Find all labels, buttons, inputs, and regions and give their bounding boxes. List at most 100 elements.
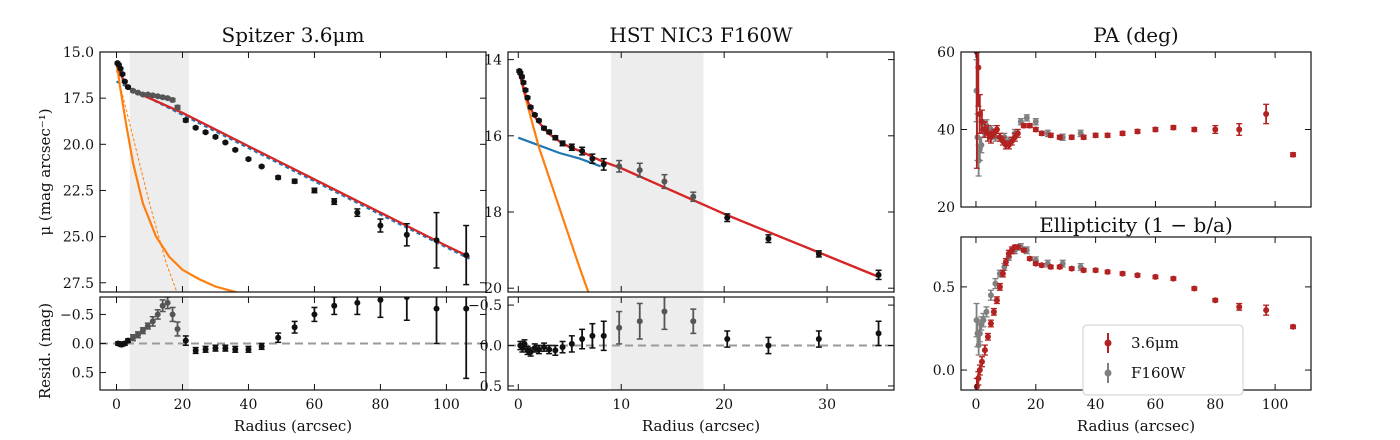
panel-plot-area (100, 297, 486, 390)
model-line-bulge_alt (116, 70, 178, 292)
data-point-3.6μm (1191, 126, 1198, 133)
data-point (222, 139, 229, 146)
data-point (275, 174, 282, 181)
data-point (568, 144, 575, 151)
data-point (331, 302, 338, 309)
data-point (724, 336, 731, 343)
panel-plot-area (516, 52, 882, 292)
data-point-F160W (976, 330, 983, 337)
data-point (661, 178, 668, 185)
y-tick-label: 20 (937, 200, 955, 216)
data-point-3.6μm (990, 308, 997, 315)
data-point-3.6μm (1134, 128, 1141, 135)
panel-plot-area (973, 243, 1297, 390)
data-point (522, 87, 529, 94)
y-tick-label: 20.0 (63, 137, 94, 153)
data-point (690, 193, 697, 200)
data-point (149, 318, 156, 325)
data-point (541, 125, 548, 132)
data-point (245, 346, 252, 353)
y-tick-label: 0.0 (933, 363, 955, 379)
data-point (377, 222, 384, 229)
data-point (202, 129, 209, 136)
data-point-3.6μm (1212, 297, 1219, 304)
legend-label-f160w: F160W (1131, 364, 1186, 382)
data-point-3.6μm (1047, 263, 1054, 270)
data-point-3.6μm (984, 333, 991, 340)
data-point (765, 342, 772, 349)
data-point (531, 111, 538, 118)
x-tick-label: 60 (306, 397, 324, 413)
data-point (121, 78, 128, 85)
data-point (546, 129, 553, 135)
data-point (119, 71, 126, 78)
data-point (535, 346, 542, 353)
y-tick-label: 0.5 (72, 366, 94, 382)
model-line-disk (517, 136, 601, 168)
x-tick-label: 30 (818, 397, 836, 413)
data-point (552, 347, 559, 354)
nic3-xlabel: Radius (arcsec) (642, 417, 760, 435)
y-tick-label: 0.5 (933, 280, 955, 296)
data-point (463, 252, 470, 259)
data-point-3.6μm (1014, 243, 1021, 250)
data-point-3.6μm (1032, 260, 1039, 267)
data-point (134, 331, 141, 338)
data-point (291, 178, 298, 185)
y-tick-label: 17.5 (63, 91, 94, 107)
data-point (552, 134, 559, 141)
data-point (521, 340, 528, 347)
data-point (174, 325, 181, 332)
data-point (212, 133, 219, 140)
data-point-3.6μm (981, 347, 988, 354)
data-point (258, 343, 265, 350)
data-point-3.6μm (1104, 268, 1111, 275)
y-tick-label: 0.5 (480, 379, 502, 395)
data-point-3.6μm (1104, 132, 1111, 139)
spitzer-profile-panel: 15.0 17.5 20.0 22.5 25.0 27.5 (63, 45, 487, 293)
data-point-3.6μm (1134, 272, 1141, 279)
nic3-profile-panel: 14 16 18 20 (484, 51, 895, 297)
ellipticity-panel: 0.0 0.5 0 20 40 60 80 100 (933, 236, 1312, 413)
y-tick-label: 27.5 (63, 276, 94, 292)
legend: 3.6μm F160W (1082, 324, 1244, 396)
data-point (169, 97, 176, 103)
axes-frame (507, 51, 895, 293)
y-tick-label: 40 (937, 123, 955, 139)
y-tick-label: 15.0 (63, 45, 94, 61)
data-point-3.6μm (996, 283, 1003, 290)
y-tick-label: −0.5 (468, 298, 502, 314)
data-point (125, 337, 132, 344)
data-point (192, 124, 199, 131)
data-point (636, 167, 643, 174)
data-point (139, 91, 146, 98)
data-point-3.6μm (1236, 126, 1243, 133)
y-tick-label: 16 (484, 129, 502, 145)
data-point (311, 311, 318, 318)
data-point (164, 299, 171, 306)
x-tick-label: 20 (715, 397, 733, 413)
pa-title: PA (deg) (1093, 23, 1178, 47)
data-point (144, 91, 151, 98)
data-point (275, 334, 282, 341)
data-point-3.6μm (1047, 132, 1054, 139)
data-point (159, 302, 166, 309)
data-point (559, 140, 566, 147)
data-point (690, 318, 697, 325)
y-tick-label: 0.0 (72, 337, 94, 353)
data-point-3.6μm (993, 297, 1000, 304)
x-tick-label: 100 (1262, 397, 1289, 413)
panel-plot-area (973, 52, 1297, 177)
y-tick-label: 18 (484, 205, 502, 221)
x-tick-label: 100 (433, 397, 460, 413)
nic3-title: HST NIC3 F160W (609, 23, 793, 47)
x-tick-label: 0 (971, 397, 980, 413)
data-point (589, 155, 596, 162)
data-point-3.6μm (1119, 130, 1126, 137)
data-point-F160W (978, 142, 985, 148)
resid-ylabel: Resid. (mag) (36, 303, 54, 399)
data-point-3.6μm (1038, 262, 1045, 269)
spitzer-residual-panel: −0.5 0.0 0.5 0 20 40 60 80 100 (60, 296, 487, 413)
y-tick-label: 25.0 (63, 230, 94, 246)
data-point (616, 163, 623, 170)
